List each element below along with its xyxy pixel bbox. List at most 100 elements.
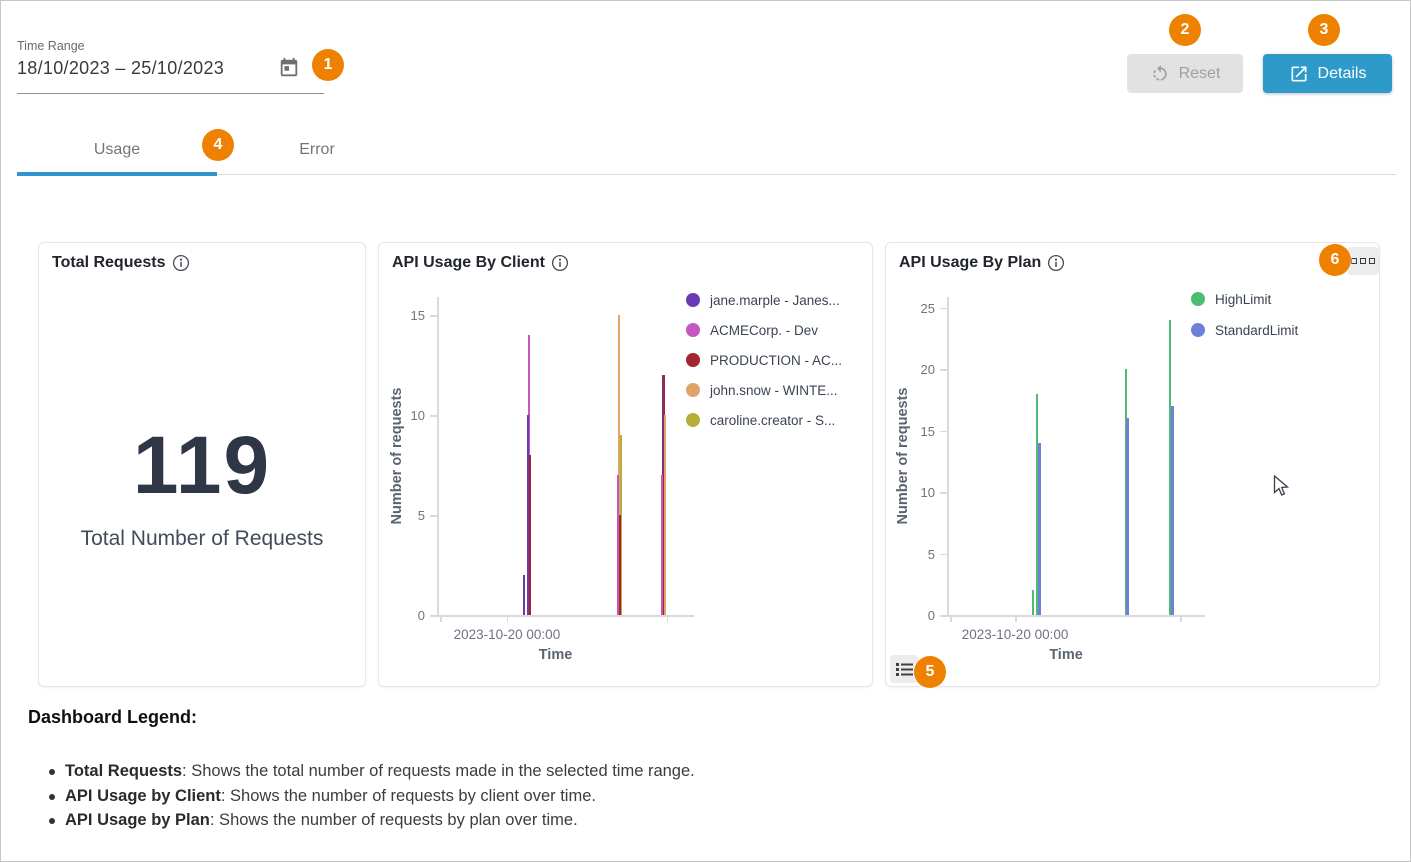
total-requests-value: 119 bbox=[132, 420, 272, 511]
chart-legend-item[interactable]: ACMECorp. - Dev bbox=[686, 322, 818, 338]
y-tick-label: 5 bbox=[417, 508, 425, 523]
x-axis-title: Time bbox=[1049, 647, 1083, 663]
chart-legend-item[interactable]: PRODUCTION - AC... bbox=[686, 352, 842, 368]
chart-spike bbox=[618, 515, 621, 615]
x-tick-label: 2023-10-20 00:00 bbox=[453, 627, 561, 642]
y-tick-mark bbox=[940, 307, 947, 309]
y-axis-line bbox=[947, 297, 949, 615]
x-tick-label: 2023-10-20 00:00 bbox=[961, 627, 1069, 642]
y-axis-line bbox=[437, 297, 439, 615]
chart-spike bbox=[660, 475, 663, 615]
mouse-cursor bbox=[1273, 475, 1290, 496]
legend-dot-icon bbox=[686, 383, 700, 397]
details-button-label: Details bbox=[1317, 64, 1367, 82]
tab-bar: Usage Error bbox=[17, 126, 1396, 176]
y-tick-label: 15 bbox=[410, 308, 425, 323]
y-tick-mark bbox=[940, 369, 947, 371]
y-tick-mark bbox=[940, 430, 947, 432]
x-axis-title: Time bbox=[538, 647, 573, 663]
total-requests-subtitle: Total Number of Requests bbox=[80, 527, 324, 550]
reset-icon bbox=[1152, 64, 1167, 81]
tab-error[interactable]: Error bbox=[299, 141, 335, 158]
y-tick-label: 10 bbox=[920, 485, 935, 500]
chart-spike bbox=[664, 415, 667, 615]
info-icon[interactable] bbox=[1047, 254, 1065, 272]
chart-spike bbox=[663, 375, 666, 615]
time-range-value[interactable]: 18/10/2023 – 25/10/2023 bbox=[17, 57, 225, 78]
legend-dot-icon bbox=[1191, 323, 1205, 337]
chart-spike bbox=[523, 575, 526, 615]
dashboard-legend-heading: Dashboard Legend: bbox=[28, 707, 198, 727]
legend-dot-icon bbox=[686, 293, 700, 307]
total-requests-title: Total Requests bbox=[52, 253, 166, 271]
x-axis-line bbox=[437, 615, 694, 617]
marker-badge-2: 2 bbox=[1169, 14, 1201, 46]
marker-badge-4: 4 bbox=[202, 129, 234, 161]
y-tick-mark bbox=[430, 415, 437, 417]
legend-dot-icon bbox=[686, 413, 700, 427]
client-chart: 0 5 10 15 2023-10-20 00:00 Time Number of requ… bbox=[379, 243, 872, 686]
y-tick-label: 5 bbox=[927, 546, 935, 562]
api-usage-by-plan-card: API Usage By Plan 0 5 10 15 20 25 2023-10-20 0… bbox=[885, 242, 1380, 687]
chart-spike bbox=[1170, 405, 1174, 615]
time-range-field[interactable]: Time Range 18/10/2023 – 25/10/2023 bbox=[17, 39, 324, 94]
legend-series-label: ACMECorp. - Dev bbox=[710, 322, 819, 338]
chart-legend-item[interactable]: john.snow - WINTE... bbox=[686, 382, 838, 398]
info-icon[interactable] bbox=[172, 254, 190, 272]
active-tab-indicator bbox=[17, 172, 217, 176]
chart-spike bbox=[1036, 393, 1039, 615]
legend-toggle-button[interactable] bbox=[890, 655, 918, 683]
legend-item: API Usage by Plan: Shows the number of r… bbox=[47, 808, 695, 833]
y-tick-label: 0 bbox=[927, 608, 935, 623]
chart-spike bbox=[1169, 319, 1172, 615]
chart-spike bbox=[1124, 369, 1127, 615]
calendar-icon[interactable] bbox=[278, 57, 300, 79]
x-tick-mark bbox=[666, 615, 669, 622]
open-in-new-icon bbox=[1291, 66, 1307, 81]
card-options-button[interactable] bbox=[1347, 247, 1379, 275]
x-tick-mark bbox=[506, 615, 509, 622]
plan-chart-title: API Usage By Plan bbox=[899, 253, 1042, 271]
tab-usage[interactable]: Usage bbox=[93, 141, 141, 158]
total-requests-card: Total Requests 119 Total Number of Reque… bbox=[38, 242, 366, 687]
legend-dot-icon bbox=[686, 323, 700, 337]
x-axis-line bbox=[947, 615, 1205, 617]
api-usage-by-client-card: API Usage By Client 0 5 10 15 2023-10-20 00:… bbox=[378, 242, 873, 687]
chart-spike bbox=[616, 475, 619, 615]
info-icon[interactable] bbox=[551, 254, 569, 272]
x-tick-mark bbox=[950, 615, 952, 622]
y-tick-label: 10 bbox=[410, 408, 425, 423]
plan-chart: 0 5 10 15 20 25 2023-10-20 00:00 Time Number of … bbox=[886, 243, 1379, 686]
chart-legend-item[interactable]: jane.marple - Janes... bbox=[686, 292, 840, 308]
y-tick-mark bbox=[940, 553, 947, 555]
marker-badge-6: 6 bbox=[1319, 244, 1351, 276]
y-tick-mark bbox=[940, 492, 947, 494]
list-icon bbox=[895, 662, 913, 676]
marker-badge-5: 5 bbox=[914, 656, 946, 688]
legend-series-label: caroline.creator - S... bbox=[710, 412, 836, 428]
y-axis-title: Number of requests bbox=[389, 387, 405, 525]
details-button[interactable]: Details bbox=[1263, 54, 1392, 93]
chart-spike bbox=[529, 455, 532, 615]
chart-legend-item[interactable]: caroline.creator - S... bbox=[686, 412, 835, 428]
x-tick-mark bbox=[440, 615, 442, 622]
x-tick-mark bbox=[1180, 615, 1182, 622]
y-tick-mark bbox=[430, 615, 437, 617]
y-tick-mark bbox=[430, 515, 437, 517]
chart-spike bbox=[1125, 418, 1129, 615]
legend-dot-icon bbox=[1191, 292, 1205, 306]
chart-legend-item[interactable]: HighLimit bbox=[1191, 291, 1271, 307]
chart-spike bbox=[618, 315, 621, 615]
y-tick-label: 0 bbox=[417, 608, 425, 623]
y-tick-label: 25 bbox=[920, 300, 935, 316]
legend-series-label: HighLimit bbox=[1215, 291, 1272, 307]
reset-button-label: Reset bbox=[1178, 64, 1221, 82]
chart-legend-item[interactable]: StandardLimit bbox=[1191, 322, 1298, 338]
y-tick-label: 20 bbox=[920, 362, 935, 377]
marker-badge-1: 1 bbox=[312, 49, 344, 81]
legend-item: API Usage by Client: Shows the number of… bbox=[47, 784, 695, 809]
reset-button[interactable]: Reset bbox=[1127, 54, 1243, 93]
chart-spike bbox=[1031, 590, 1034, 615]
legend-dot-icon bbox=[686, 353, 700, 367]
